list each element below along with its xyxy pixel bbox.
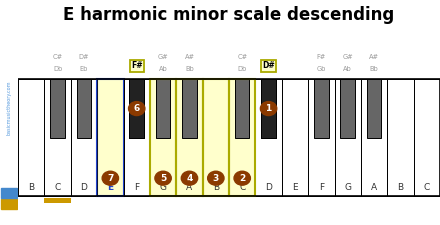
Text: B: B — [397, 183, 403, 192]
Bar — [203, 79, 229, 196]
Text: D#: D# — [79, 54, 89, 60]
Bar — [255, 79, 282, 196]
Text: Db: Db — [53, 65, 62, 72]
Circle shape — [260, 102, 277, 116]
Bar — [156, 79, 170, 138]
Bar — [1, 188, 17, 198]
Bar — [44, 79, 71, 196]
Text: C#: C# — [237, 54, 247, 60]
Bar — [18, 79, 44, 196]
Bar — [182, 79, 197, 138]
Text: G: G — [160, 183, 167, 192]
Bar — [129, 79, 144, 138]
Text: B: B — [28, 183, 34, 192]
Text: 5: 5 — [160, 174, 166, 183]
Text: Ab: Ab — [159, 65, 168, 72]
Text: Bb: Bb — [185, 65, 194, 72]
Bar — [176, 79, 203, 196]
Bar — [176, 79, 203, 196]
Circle shape — [102, 171, 118, 185]
Circle shape — [208, 171, 224, 185]
Bar — [97, 79, 124, 196]
Bar — [261, 79, 276, 138]
Bar — [235, 79, 249, 138]
Text: C: C — [239, 183, 246, 192]
Text: D: D — [265, 183, 272, 192]
Bar — [229, 79, 255, 196]
Bar — [150, 79, 176, 196]
Text: Db: Db — [238, 65, 247, 72]
Bar — [50, 79, 65, 138]
Bar — [203, 79, 229, 196]
Text: E harmonic minor scale descending: E harmonic minor scale descending — [63, 6, 395, 24]
Bar — [367, 79, 381, 138]
Bar — [18, 79, 440, 196]
Bar — [150, 79, 176, 196]
Bar — [308, 79, 334, 196]
Bar — [1, 199, 17, 209]
Text: C: C — [55, 183, 61, 192]
Text: basicmusictheory.com: basicmusictheory.com — [7, 81, 11, 135]
Circle shape — [128, 102, 145, 116]
Text: D#: D# — [262, 61, 275, 70]
Text: F#: F# — [317, 54, 326, 60]
Text: Bb: Bb — [370, 65, 378, 72]
Text: C: C — [424, 183, 430, 192]
Text: B: B — [213, 183, 219, 192]
Text: E: E — [107, 183, 114, 192]
Bar — [124, 79, 150, 196]
Text: 7: 7 — [107, 174, 114, 183]
Bar — [129, 79, 144, 138]
Bar — [77, 79, 91, 138]
Text: F: F — [319, 183, 324, 192]
Text: 6: 6 — [134, 104, 140, 113]
Circle shape — [181, 171, 198, 185]
Text: F#: F# — [131, 61, 143, 70]
Text: A#: A# — [184, 54, 194, 60]
Bar — [282, 79, 308, 196]
Text: G#: G# — [158, 54, 169, 60]
Text: 1: 1 — [265, 104, 272, 113]
Text: D: D — [81, 183, 88, 192]
Text: F: F — [134, 183, 139, 192]
Text: C#: C# — [52, 54, 62, 60]
Text: 2: 2 — [239, 174, 246, 183]
Text: 4: 4 — [186, 174, 193, 183]
Text: Gb: Gb — [317, 65, 326, 72]
Bar — [71, 79, 97, 196]
Text: Eb: Eb — [80, 65, 88, 72]
Bar — [387, 79, 414, 196]
Text: E: E — [292, 183, 298, 192]
Text: A: A — [187, 183, 193, 192]
Bar — [361, 79, 387, 196]
Bar — [314, 79, 329, 138]
Text: Ab: Ab — [343, 65, 352, 72]
Text: A: A — [371, 183, 377, 192]
Bar — [229, 79, 255, 196]
Bar — [44, 198, 71, 203]
Bar — [341, 79, 355, 138]
Text: 3: 3 — [213, 174, 219, 183]
Circle shape — [155, 171, 171, 185]
Circle shape — [234, 171, 250, 185]
Bar — [334, 79, 361, 196]
Text: G#: G# — [342, 54, 353, 60]
Text: A#: A# — [369, 54, 379, 60]
Bar — [261, 79, 276, 138]
Bar — [414, 79, 440, 196]
Text: G: G — [344, 183, 351, 192]
